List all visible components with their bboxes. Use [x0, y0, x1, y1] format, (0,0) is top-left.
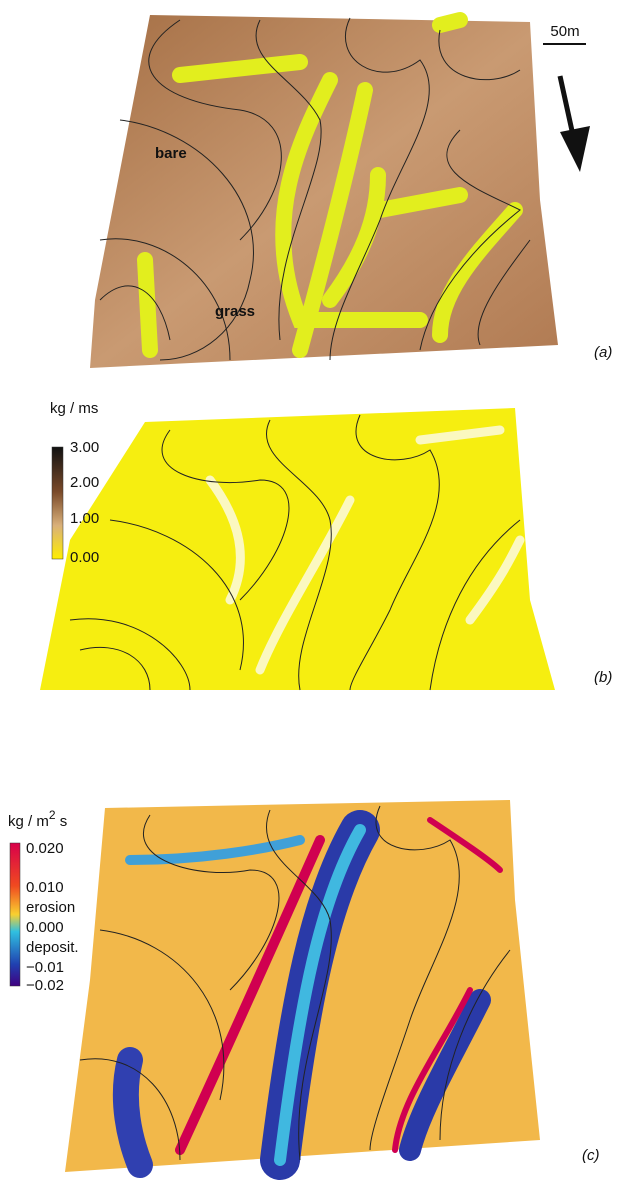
caption: (b) — [594, 669, 612, 686]
colorbar-label: deposit. — [26, 939, 79, 956]
colorbar-label: 0.020 — [26, 840, 64, 857]
colorbar-tick: 0.00 — [70, 549, 99, 566]
terrain-b — [40, 408, 555, 690]
colorbar — [10, 843, 20, 986]
unit: kg / ms — [50, 400, 98, 417]
colorbar-tick: 1.00 — [70, 510, 99, 527]
colorbar-label: erosion — [26, 899, 75, 916]
panel-a: 50m bare grass (a) — [90, 15, 612, 368]
figure: 50m bare grass (a) kg / ms 3.00 2.00 1.0… — [0, 0, 622, 1188]
colorbar-label: 0.000 — [26, 919, 64, 936]
arrow-head — [560, 126, 590, 172]
unit-end: s — [56, 813, 68, 830]
colorbar — [52, 447, 63, 559]
colorbar-label: 0.010 — [26, 879, 64, 896]
panel-c: kg / m2 s 0.020 0.010 erosion 0.000 depo… — [8, 800, 600, 1172]
colorbar-tick: 3.00 — [70, 439, 99, 456]
colorbar-tick: 2.00 — [70, 474, 99, 491]
unit-start: kg / m — [8, 813, 49, 830]
panel-b: kg / ms 3.00 2.00 1.00 0.00 (b) — [40, 400, 612, 690]
unit: kg / m2 s — [8, 808, 67, 830]
scale-label: 50m — [550, 23, 579, 40]
caption: (a) — [594, 344, 612, 361]
caption: (c) — [582, 1147, 600, 1164]
colorbar-label: −0.01 — [26, 959, 64, 976]
label-grass: grass — [215, 303, 255, 320]
colorbar-label: −0.02 — [26, 977, 64, 994]
label-bare: bare — [155, 145, 187, 162]
